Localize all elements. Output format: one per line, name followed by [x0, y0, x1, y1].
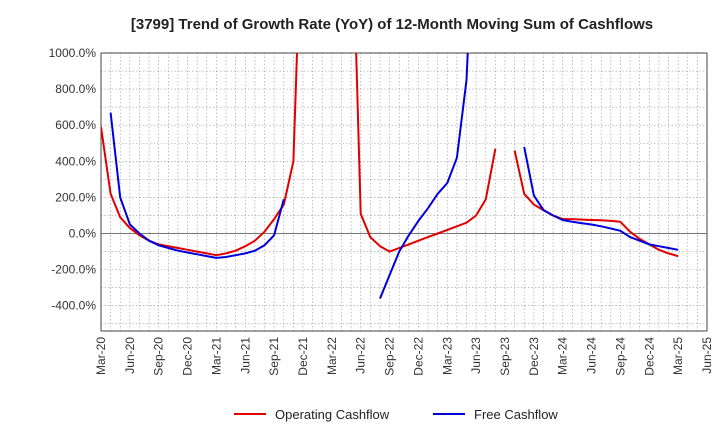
series-line-free-cashflow — [109, 53, 679, 299]
x-tick-label: Dec-21 — [296, 337, 310, 376]
x-tick-label: Jun-24 — [585, 337, 599, 374]
y-tick-label: 400.0% — [55, 154, 96, 168]
x-tick-label: Sep-21 — [267, 337, 281, 376]
x-tick-label: Mar-24 — [556, 337, 570, 375]
x-tick-label: Mar-23 — [440, 337, 454, 375]
y-tick-label: 600.0% — [55, 118, 96, 132]
legend-label-operating-cashflow: Operating Cashflow — [275, 407, 390, 422]
x-tick-label: Jun-21 — [238, 337, 252, 374]
x-tick-label: Sep-22 — [383, 337, 397, 376]
x-tick-label: Dec-24 — [642, 337, 656, 376]
x-axis-ticks: Mar-20 Jun-20 Sep-20 Dec-20 Mar-21 Jun-21 Sep-… — [94, 337, 714, 376]
x-tick-label: Mar-25 — [671, 337, 685, 375]
x-tick-label: Mar-20 — [94, 337, 108, 375]
y-axis-ticks: 1000.0% 800.0% 600.0% 400.0% 200.0% 0.0% -200.… — [49, 46, 97, 313]
grid-lines — [100, 52, 708, 331]
y-tick-label: -200.0% — [51, 263, 96, 277]
x-tick-label: Dec-22 — [411, 337, 425, 376]
x-tick-label: Sep-23 — [498, 337, 512, 376]
x-tick-label: Mar-22 — [325, 337, 339, 375]
x-tick-label: Sep-24 — [613, 337, 627, 376]
x-tick-label: Jun-22 — [354, 337, 368, 374]
series-lines — [101, 53, 679, 299]
y-tick-label: 1000.0% — [49, 46, 97, 60]
y-tick-label: 800.0% — [55, 82, 96, 96]
chart-title: [3799] Trend of Growth Rate (YoY) of 12-… — [131, 16, 653, 33]
y-tick-label: 0.0% — [69, 227, 97, 241]
x-tick-label: Jun-25 — [700, 337, 714, 374]
y-tick-label: 200.0% — [55, 190, 96, 204]
legend-label-free-cashflow: Free Cashflow — [474, 407, 558, 422]
x-tick-label: Jun-23 — [469, 337, 483, 374]
x-tick-label: Dec-23 — [527, 337, 541, 376]
x-tick-label: Mar-21 — [209, 337, 223, 375]
y-tick-label: -400.0% — [51, 299, 96, 313]
x-tick-label: Dec-20 — [181, 337, 195, 376]
legend: Operating Cashflow Free Cashflow — [234, 407, 558, 422]
x-tick-label: Sep-20 — [152, 337, 166, 376]
x-tick-label: Jun-20 — [123, 337, 137, 374]
plot-area-frame — [100, 52, 708, 332]
